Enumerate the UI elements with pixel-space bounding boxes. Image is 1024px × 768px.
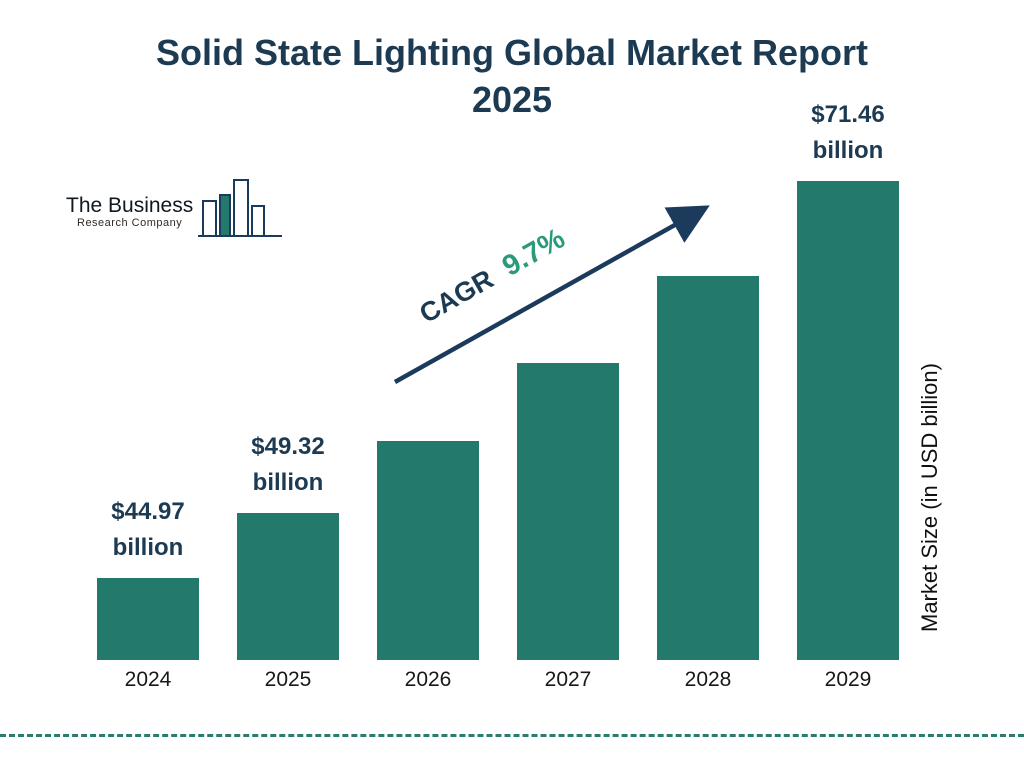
- value-label-2025: $49.32 billion: [251, 433, 325, 496]
- x-tick-2024: 2024: [124, 668, 172, 691]
- x-tick-2026: 2026: [404, 668, 452, 691]
- company-logo: The Business Research Company: [66, 176, 283, 245]
- bar-2027: [517, 363, 619, 660]
- logo-subname: Research Company: [77, 217, 183, 229]
- bar-column-2029: 2029 $71.46 billion: [778, 0, 918, 700]
- logo-text: The Business Research Company: [66, 194, 193, 245]
- x-tick-2028: 2028: [684, 668, 732, 691]
- bar-chart-logo-icon: [198, 176, 283, 245]
- bar-column-2025: 2025 $49.32 billion: [218, 0, 358, 700]
- bar-column-2027: 2027: [498, 0, 638, 700]
- bar-2028: [657, 276, 759, 660]
- page-title-line2: 2025: [471, 78, 553, 120]
- value-label-2029: $71.46 billion: [811, 101, 885, 164]
- x-tick-2025: 2025: [264, 668, 312, 691]
- bar-2025: [237, 513, 339, 660]
- bar-column-2024: 2024 $44.97 billion: [78, 0, 218, 700]
- bar-column-2028: 2028: [638, 0, 778, 700]
- value-label-2024: $44.97 billion: [111, 498, 185, 561]
- bar-2029: [797, 181, 899, 660]
- x-tick-2027: 2027: [544, 668, 592, 691]
- cagr-trend-arrow-icon: [393, 205, 710, 384]
- bottom-dashed-divider: [0, 734, 1024, 737]
- bar-2026: [377, 441, 479, 660]
- logo-name: The Business: [66, 193, 194, 217]
- page-title: Solid State Lighting Global Market Repor…: [0, 30, 1024, 124]
- bar-chart-area: 2024 $44.97 billion 2025 $49.32 billion 2026 20…: [78, 0, 918, 700]
- bar-2024: [97, 578, 199, 660]
- bar-column-2026: 2026: [358, 0, 498, 700]
- page-title-line1: Solid State Lighting Global Market Repor…: [155, 32, 869, 73]
- x-tick-2029: 2029: [824, 668, 872, 691]
- y-axis-label: Market Size (in USD billion): [917, 363, 942, 633]
